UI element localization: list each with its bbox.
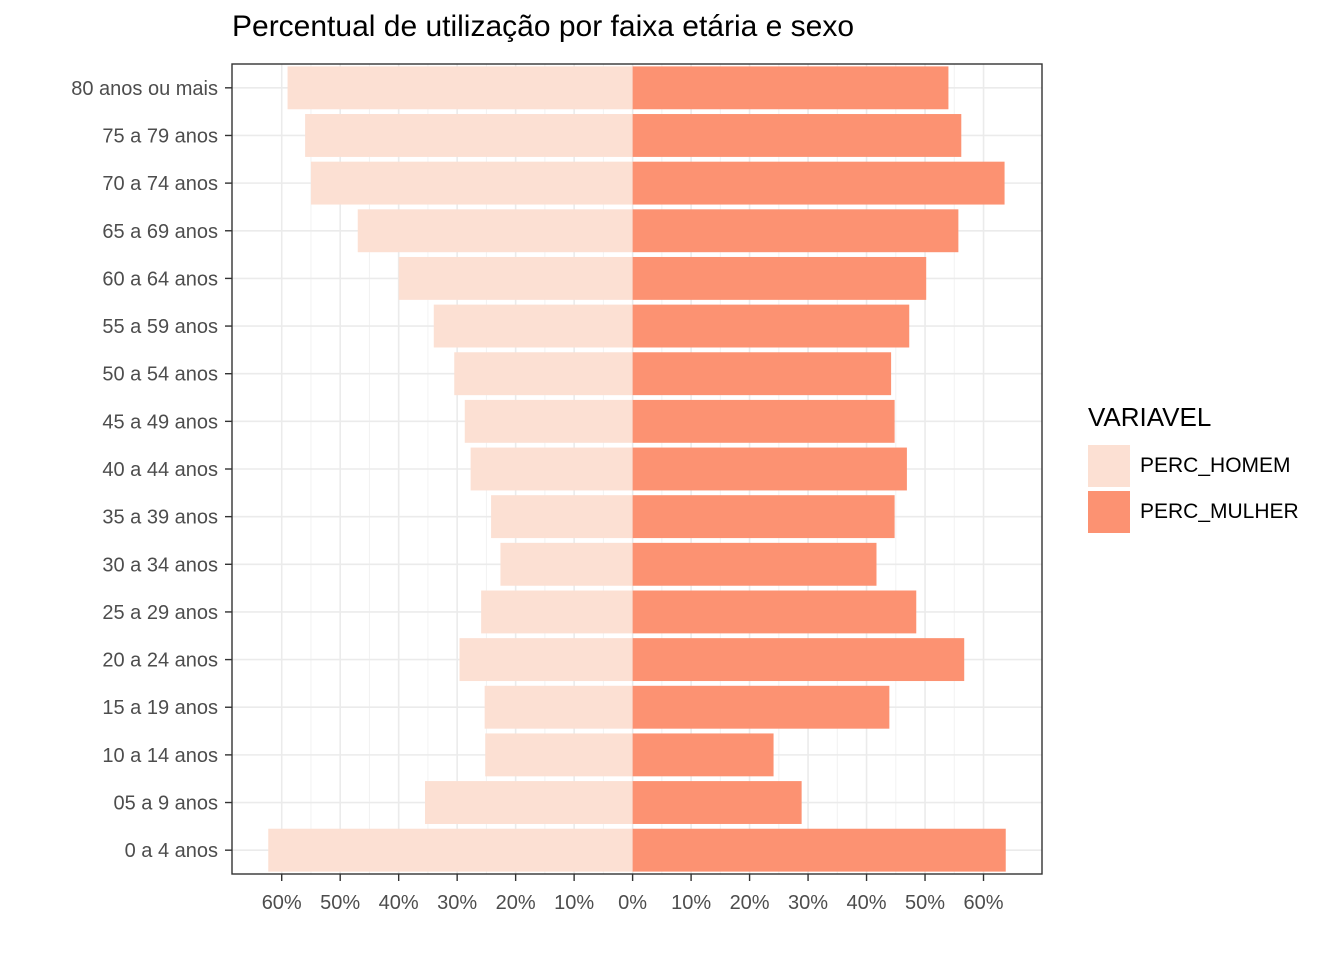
y-tick-label: 70 a 74 anos [102, 173, 218, 195]
y-tick-label: 50 a 54 anos [102, 364, 218, 386]
bar-homem [433, 304, 633, 348]
bar-mulher [632, 66, 949, 110]
bar-mulher [632, 352, 892, 396]
bar-homem [464, 399, 633, 443]
y-tick-label: 55 a 59 anos [102, 316, 218, 338]
x-tick-label: 30% [437, 892, 477, 914]
y-tick-label: 75 a 79 anos [102, 125, 218, 147]
bar-mulher [632, 590, 917, 634]
x-tick-label: 40% [379, 892, 419, 914]
bar-mulher [632, 399, 895, 443]
x-tick-label: 10% [671, 892, 711, 914]
bar-homem [491, 495, 633, 539]
legend-title: VARIAVEL [1088, 402, 1212, 432]
legend: VARIAVEL PERC_HOMEM PERC_MULHER [1088, 402, 1299, 535]
chart-title: Percentual de utilização por faixa etári… [232, 10, 855, 43]
y-tick-label: 0 a 4 anos [125, 840, 218, 862]
x-tick-label: 30% [788, 892, 828, 914]
y-tick-label: 20 a 24 anos [102, 650, 218, 672]
bar-homem [310, 161, 633, 205]
bar-mulher [632, 447, 907, 491]
bar-mulher [632, 733, 774, 777]
y-tick-label: 35 a 39 anos [102, 507, 218, 529]
y-tick-label: 30 a 34 anos [102, 554, 218, 576]
y-tick-label: 80 anos ou mais [71, 78, 218, 100]
bar-homem [268, 828, 633, 872]
bar-homem [484, 685, 633, 729]
x-tick-label: 50% [320, 892, 360, 914]
bar-homem [454, 352, 633, 396]
x-tick-label: 20% [496, 892, 536, 914]
bar-mulher [632, 495, 895, 539]
y-tick-label: 45 a 49 anos [102, 411, 218, 433]
x-tick-label: 50% [905, 892, 945, 914]
bar-mulher [632, 304, 910, 348]
bar-homem [470, 447, 633, 491]
legend-label-mulher: PERC_MULHER [1140, 500, 1299, 523]
x-tick-label: 0% [618, 892, 647, 914]
bar-homem [305, 114, 633, 157]
bar-homem [287, 66, 633, 110]
y-tick-label: 15 a 19 anos [102, 697, 218, 719]
x-tick-label: 60% [262, 892, 302, 914]
bar-mulher [632, 161, 1005, 205]
legend-label-homem: PERC_HOMEM [1140, 454, 1291, 477]
legend-item-mulher: PERC_MULHER [1088, 489, 1299, 535]
bar-mulher [632, 638, 965, 682]
bar-mulher [632, 828, 1006, 872]
x-tick-label: 10% [554, 892, 594, 914]
legend-swatch-mulher [1088, 491, 1130, 533]
bar-mulher [632, 542, 877, 586]
y-tick-label: 65 a 69 anos [102, 221, 218, 243]
y-tick-label: 05 a 9 anos [113, 793, 218, 815]
y-tick-label: 10 a 14 anos [102, 745, 218, 767]
x-tick-label: 20% [730, 892, 770, 914]
y-tick-label: 60 a 64 anos [102, 268, 218, 290]
legend-swatch-homem [1088, 445, 1130, 487]
bar-homem [485, 733, 633, 777]
bar-homem [398, 256, 633, 300]
bar-homem [424, 781, 633, 824]
y-tick-label: 40 a 44 anos [102, 459, 218, 481]
y-tick-label: 25 a 29 anos [102, 602, 218, 624]
legend-item-homem: PERC_HOMEM [1088, 443, 1299, 489]
bar-mulher [632, 209, 959, 253]
bar-mulher [632, 685, 890, 729]
bar-homem [459, 638, 633, 682]
bar-homem [481, 590, 633, 634]
x-tick-label: 40% [847, 892, 887, 914]
bar-homem [500, 542, 633, 586]
x-tick-label: 60% [964, 892, 1004, 914]
bar-homem [357, 209, 633, 253]
bar-mulher [632, 256, 927, 300]
bar-mulher [632, 781, 802, 824]
bar-mulher [632, 114, 962, 157]
